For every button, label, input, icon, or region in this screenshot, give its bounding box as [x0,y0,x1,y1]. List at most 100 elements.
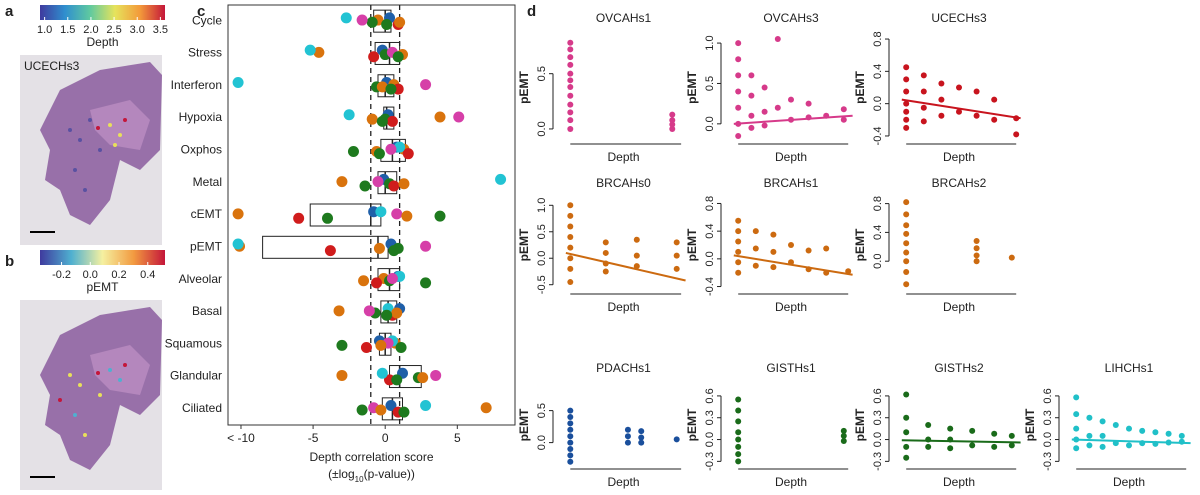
point [903,199,910,206]
point [735,451,742,458]
dot [359,180,371,192]
point [567,458,574,465]
x-axis-label: Depth [607,475,639,489]
dot [398,406,410,418]
x-tick-label: 5 [454,431,461,445]
point [567,77,574,84]
dot [336,176,348,188]
y-tick-label: 0.3 [704,410,716,425]
point [735,259,742,266]
dot [363,305,375,317]
point [973,88,980,95]
point [903,76,910,83]
y-tick-label: 0.0 [872,254,884,269]
x-axis-label: Depth [943,475,975,489]
point [770,231,777,238]
point [673,436,680,443]
y-axis-label: pEMT [517,71,531,104]
dot [232,76,244,88]
point [991,96,998,103]
point [567,255,574,262]
dot [430,369,442,381]
y-tick-label: -0.4 [872,126,884,145]
point [735,458,742,465]
dot [322,212,334,224]
category-label: Glandular [170,369,222,383]
point [735,396,742,403]
panel-label: c [197,3,205,20]
point [567,54,574,61]
point [1126,442,1132,449]
plot-frame [227,4,516,426]
dot [360,342,372,354]
trend-line [901,98,1021,120]
category-label: Basal [192,304,222,318]
dot [366,113,378,125]
y-tick-label: 0.5 [536,403,548,418]
y-tick-label: 0.8 [872,31,884,46]
dot [391,208,403,220]
point [567,202,574,209]
point [1073,411,1080,418]
point [840,427,847,434]
point [903,269,910,275]
point [761,108,768,115]
point [1178,432,1185,439]
point [1008,442,1015,449]
note-part: (p-value)) [364,467,415,481]
point [673,265,680,272]
point [735,56,742,63]
x-axis-label: Depth [1113,475,1145,489]
dot [392,51,404,63]
y-tick-label: -0.4 [704,277,716,296]
dot [376,81,388,93]
point [840,438,847,444]
point [1126,425,1132,432]
point [969,427,976,434]
point [638,428,645,435]
point [761,122,768,129]
y-axis-label: pEMT [517,408,531,441]
dot [388,180,400,192]
y-tick-label: 0.0 [704,251,716,266]
note-part: 10 [355,475,364,484]
y-tick-label: 0.6 [704,388,716,403]
plot-title: BRCAHs2 [932,176,987,190]
trend-line [565,251,686,282]
point [903,222,910,229]
point [903,108,910,115]
dot [368,51,380,63]
dot [347,145,359,157]
dot [293,212,305,224]
point [748,112,755,119]
trend-line [733,254,853,276]
point [956,84,962,91]
dot [480,402,492,414]
dot [420,277,432,289]
point [925,443,932,450]
dot [386,273,398,285]
tissue-image [20,300,162,490]
dot [402,148,414,160]
note-part: (±log [328,467,355,481]
point [903,211,910,218]
point [633,252,640,259]
point [1152,429,1159,436]
point [903,64,910,71]
dot [388,245,400,257]
point [567,39,574,46]
y-tick-label: 0.5 [704,76,716,91]
point [602,239,609,246]
point [925,422,932,428]
point [788,242,794,248]
point [840,106,847,113]
point [770,264,777,271]
point [903,116,910,123]
point [903,429,910,436]
tick-label: 0.0 [83,269,98,281]
point [920,72,927,79]
point [1008,432,1015,439]
dot [232,238,244,250]
point [1165,430,1172,437]
y-axis-label: pEMT [853,228,867,261]
